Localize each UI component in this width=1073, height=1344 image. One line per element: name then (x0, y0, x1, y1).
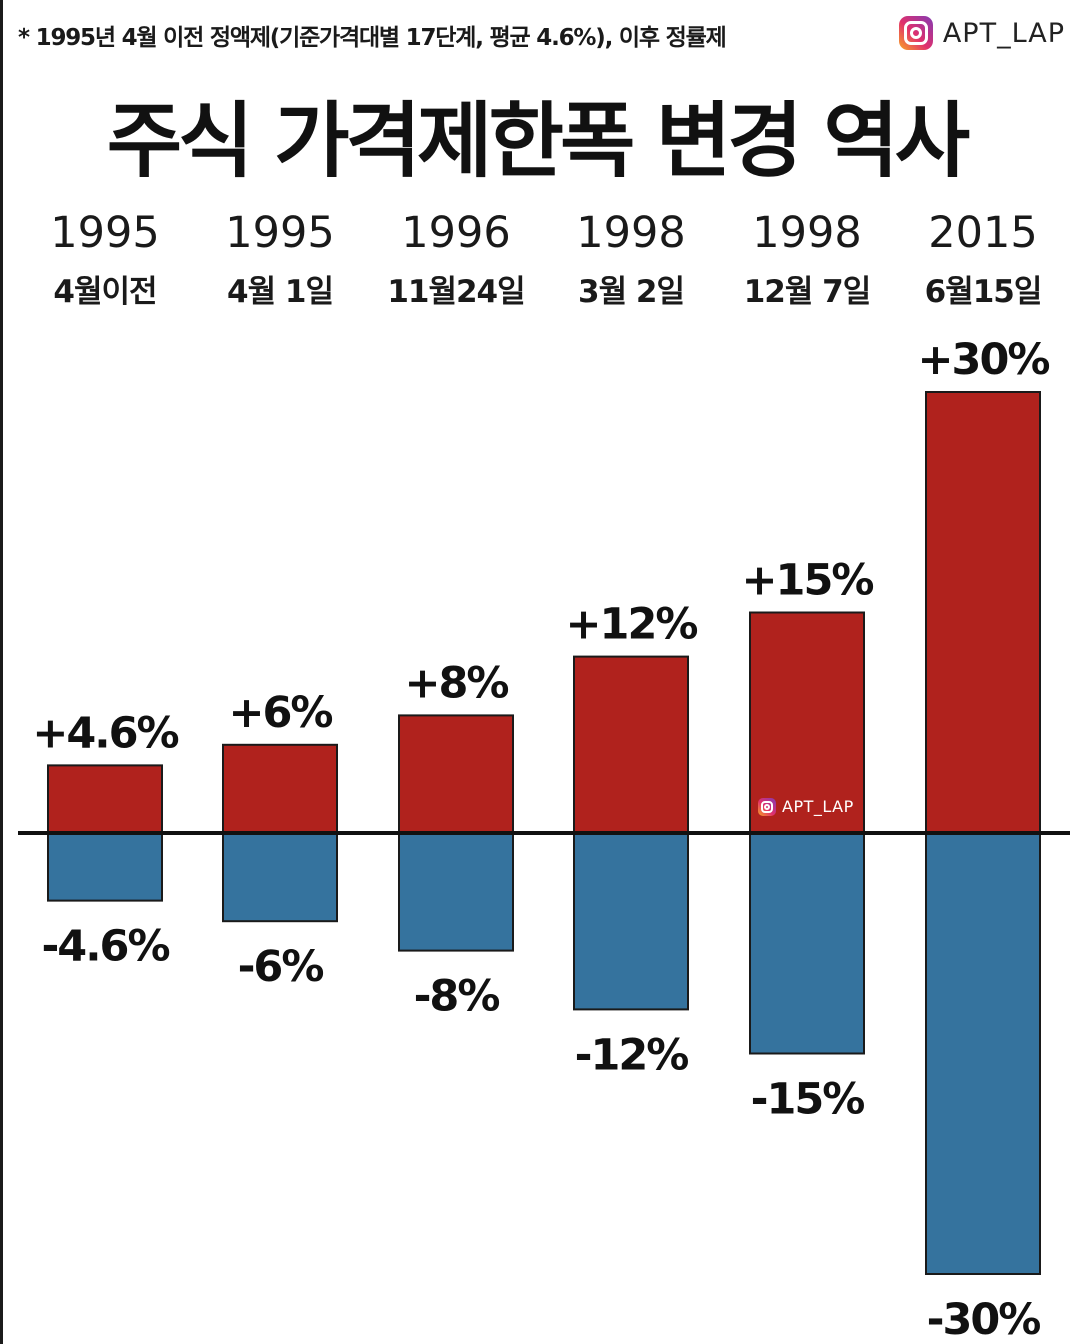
bar-upper-limit (398, 714, 514, 835)
category-date-label: 3월 2일 (578, 274, 685, 310)
category-year-label: 1995 (225, 208, 335, 258)
bar-lower-limit (573, 832, 689, 1011)
data-label-upper: +15% (742, 556, 874, 606)
category-date-label: 12월 7일 (743, 274, 872, 310)
data-label-upper: +30% (918, 335, 1050, 385)
bar-upper-limit (47, 764, 163, 835)
left-border (0, 0, 3, 1344)
brand: APT_LAP (898, 16, 1065, 50)
bar-lower-limit (925, 832, 1041, 1275)
bar-lower-limit (398, 832, 514, 952)
data-label-lower: -30% (927, 1295, 1041, 1344)
category-year-label: 2015 (928, 208, 1038, 258)
data-label-lower: -15% (751, 1075, 865, 1125)
instagram-icon (758, 797, 776, 816)
category-date-label: 6월15일 (924, 274, 1043, 310)
instagram-icon (898, 16, 933, 50)
data-label-upper: +8% (404, 658, 508, 708)
bar-upper-limit (222, 743, 338, 834)
bar-lower-limit (749, 832, 865, 1055)
bar-upper-limit (749, 611, 865, 834)
bar-lower-limit (47, 832, 163, 902)
brand-name: APT_LAP (942, 17, 1065, 49)
category-year-label: 1995 (50, 208, 160, 258)
category-year-label: 1998 (752, 208, 862, 258)
data-label-upper: +4.6% (32, 708, 178, 758)
category-date-label: 4월 1일 (227, 274, 334, 310)
data-label-lower: -8% (414, 972, 500, 1022)
watermark-text: APT_LAP (782, 797, 854, 816)
footnote: * 1995년 4월 이전 정액제(기준가격대별 17단계, 평균 4.6%),… (18, 25, 727, 51)
category-date-label: 4월이전 (53, 274, 157, 310)
data-label-lower: -6% (238, 942, 324, 992)
bar-upper-limit (573, 655, 689, 834)
category-year-label: 1996 (401, 208, 511, 258)
data-label-upper: +12% (566, 600, 698, 650)
category-year-label: 1998 (576, 208, 686, 258)
bar-upper-limit (925, 391, 1041, 834)
data-label-lower: -4.6% (41, 922, 169, 972)
watermark: APT_LAP (758, 797, 854, 816)
data-label-lower: -12% (575, 1030, 689, 1080)
category-date-label: 11월24일 (387, 274, 525, 310)
bar-lower-limit (222, 832, 338, 923)
page-title: 주식 가격제한폭 변경 역사 (106, 94, 970, 189)
data-label-upper: +6% (228, 688, 332, 738)
